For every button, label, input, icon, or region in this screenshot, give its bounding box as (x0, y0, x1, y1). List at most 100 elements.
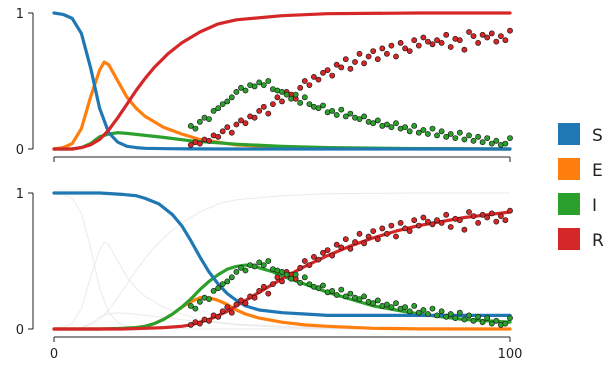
observation-point-R (456, 37, 463, 44)
observation-point-I (242, 87, 249, 94)
observation-point-R (233, 121, 240, 128)
observation-point-I (187, 123, 194, 129)
observation-point-R (429, 41, 436, 48)
observation-point-R (415, 42, 422, 49)
observation-point-I (279, 268, 285, 275)
observation-point-R (324, 67, 331, 73)
observation-point-R (269, 281, 276, 287)
observation-point-I (297, 99, 304, 106)
observation-point-R (406, 48, 413, 54)
observation-point-R (306, 82, 313, 88)
observation-point-I (228, 94, 235, 101)
observation-point-I (456, 309, 463, 316)
observation-point-I (438, 128, 445, 135)
observation-point-R (461, 46, 468, 53)
observation-point-R (251, 294, 258, 301)
observation-point-R (447, 224, 454, 230)
observation-point-I (438, 308, 445, 315)
observation-point-R (219, 128, 226, 135)
legend-swatch-R (558, 228, 580, 250)
observation-point-R (338, 64, 345, 71)
observation-point-R (424, 218, 431, 225)
observation-point-R (443, 31, 450, 38)
observation-point-I (406, 308, 413, 315)
observation-point-R (456, 217, 463, 224)
observation-point-I (502, 140, 509, 147)
observation-point-R (219, 308, 226, 315)
observation-point-I (265, 78, 272, 84)
observation-point-R (256, 108, 263, 114)
observation-point-I (383, 121, 390, 128)
observation-point-R (488, 210, 495, 217)
observation-point-I (361, 293, 367, 300)
observation-point-I (196, 118, 203, 125)
observation-point-I (461, 316, 468, 323)
observation-point-I (320, 282, 326, 289)
observation-point-I (297, 279, 304, 286)
observation-point-R (352, 59, 358, 65)
observation-point-I (456, 129, 463, 136)
observation-point-R (411, 37, 418, 44)
series-line-S (52, 11, 512, 151)
observation-point-R (479, 211, 486, 218)
observation-point-R (379, 225, 386, 232)
observation-point-R (466, 29, 472, 35)
observation-point-R (365, 233, 372, 240)
observation-point-R (279, 278, 285, 285)
observation-point-I (447, 131, 454, 137)
observation-point-R (274, 94, 281, 101)
observation-point-R (356, 50, 363, 57)
y-tick-label: 1 (16, 187, 24, 202)
observation-point-I (233, 268, 240, 275)
observation-point-R (438, 40, 445, 46)
observation-point-R (196, 140, 203, 147)
observation-point-R (429, 221, 436, 228)
observation-point-I (228, 274, 235, 281)
legend-swatch-I (558, 193, 580, 215)
legend-label-S: S (592, 126, 603, 146)
observation-point-R (415, 222, 422, 229)
observation-point-I (242, 267, 249, 274)
observation-point-I (333, 112, 340, 118)
observation-point-I (388, 304, 395, 311)
observation-point-R (347, 245, 354, 252)
observation-point-R (379, 45, 386, 52)
observation-point-I (196, 298, 203, 305)
observation-point-I (370, 300, 377, 307)
faint-line-I (54, 312, 511, 330)
top-panel: 01 (16, 7, 513, 162)
observation-point-I (488, 140, 495, 147)
observation-point-I (283, 91, 290, 98)
observation-point-I (424, 311, 431, 317)
observation-point-R (470, 213, 477, 219)
observation-point-R (310, 253, 317, 260)
observation-point-I (265, 258, 272, 264)
observation-point-R (306, 262, 313, 268)
legend-label-I: I (592, 196, 597, 216)
observation-point-R (420, 34, 427, 41)
observation-point-I (479, 319, 486, 326)
observation-point-I (402, 124, 408, 131)
observation-point-I (192, 305, 199, 312)
observation-point-I (393, 300, 399, 307)
series-line-I (52, 131, 512, 151)
observation-point-I (383, 301, 390, 308)
observation-point-R (470, 33, 477, 39)
observation-point-R (242, 300, 249, 307)
observation-point-I (434, 312, 440, 319)
observation-point-R (238, 297, 244, 304)
observation-point-I (288, 95, 294, 102)
observation-point-R (383, 230, 390, 237)
observation-point-I (306, 281, 313, 287)
observation-point-R (297, 264, 304, 271)
observation-point-I (502, 320, 509, 327)
observation-point-R (388, 42, 395, 49)
observation-point-R (242, 120, 249, 127)
observation-point-R (447, 44, 454, 50)
observation-point-R (338, 244, 345, 251)
observation-point-I (260, 82, 267, 88)
observation-point-I (484, 315, 491, 321)
observation-point-I (315, 105, 322, 112)
observation-point-R (402, 225, 408, 232)
